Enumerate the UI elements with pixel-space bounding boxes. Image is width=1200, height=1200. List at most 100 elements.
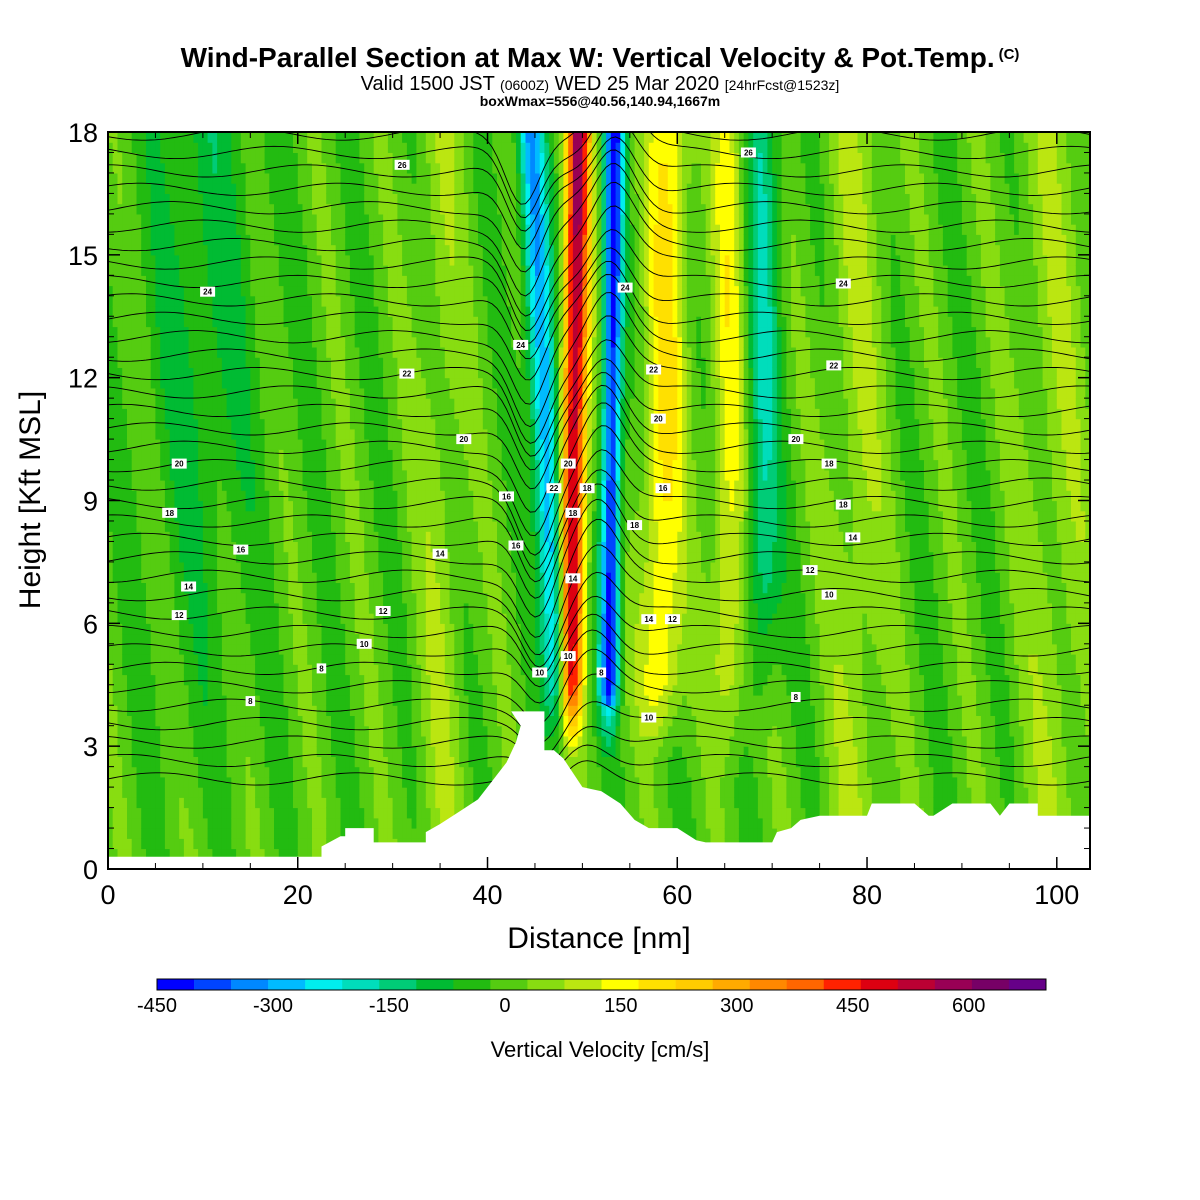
field-cell [236, 725, 242, 737]
field-cell [231, 275, 237, 287]
field-cell [160, 142, 166, 153]
field-cell [364, 152, 370, 164]
field-cell [345, 654, 351, 665]
field-cell [345, 306, 351, 317]
field-cell [164, 674, 171, 686]
field-cell [378, 582, 384, 594]
field-cell [264, 469, 270, 481]
field-cell [250, 561, 256, 573]
field-cell [207, 521, 213, 532]
field-cell [312, 531, 318, 542]
field-cell [316, 152, 322, 164]
field-cell [207, 172, 213, 184]
field-cell [117, 613, 123, 624]
field-cell [122, 265, 128, 276]
field-cell [226, 572, 232, 583]
field-cell [217, 172, 223, 184]
field-cell [283, 838, 289, 850]
field-cell [250, 193, 256, 205]
field-cell [416, 561, 422, 573]
field-cell [193, 766, 199, 778]
field-cell [383, 162, 389, 174]
field-cell [335, 643, 341, 655]
field-cell [402, 602, 408, 614]
field-cell [202, 316, 209, 328]
field-cell [425, 152, 432, 164]
field-cell [435, 797, 441, 809]
field-cell [174, 295, 180, 307]
field-cell [373, 439, 379, 450]
field-cell [240, 705, 247, 716]
field-cell [373, 387, 379, 399]
field-cell [387, 295, 394, 307]
field-cell [240, 500, 247, 512]
field-cell [160, 398, 166, 409]
field-cell [392, 306, 398, 317]
field-cell [326, 664, 332, 676]
field-cell [288, 367, 294, 379]
field-cell [416, 162, 422, 174]
field-cell [316, 132, 322, 143]
field-cell [136, 265, 142, 276]
field-cell [183, 500, 190, 512]
field-cell [155, 521, 161, 532]
field-cell [231, 398, 237, 409]
field-cell [141, 776, 147, 788]
field-cell [155, 408, 161, 420]
field-cell [425, 787, 432, 798]
field-cell [345, 531, 351, 542]
field-cell [212, 684, 218, 696]
field-cell [146, 398, 152, 409]
field-cell [368, 684, 375, 696]
field-cell [402, 398, 408, 409]
field-cell [255, 295, 261, 307]
field-cell [421, 551, 427, 563]
field-cell [349, 357, 356, 368]
field-cell [131, 152, 137, 164]
field-cell [127, 756, 133, 768]
field-cell [411, 643, 417, 655]
field-cell [368, 357, 375, 368]
field-cell [269, 265, 275, 276]
field-cell [174, 746, 180, 757]
field-cell [264, 766, 270, 778]
field-cell [278, 469, 285, 481]
field-cell [136, 377, 142, 389]
field-cell [269, 132, 275, 143]
field-cell [164, 449, 171, 461]
field-cell [278, 275, 285, 287]
field-cell [278, 172, 285, 184]
field-cell [402, 295, 408, 307]
field-cell [359, 265, 365, 276]
field-cell [255, 203, 261, 215]
field-cell [169, 725, 175, 737]
field-cell [160, 613, 166, 624]
field-cell [368, 582, 375, 594]
field-cell [259, 244, 266, 256]
field-cell [141, 316, 147, 328]
field-cell [316, 633, 322, 645]
field-cell [312, 408, 318, 420]
field-cell [155, 295, 161, 307]
field-cell [231, 684, 237, 696]
field-cell [278, 551, 285, 563]
field-cell [136, 746, 142, 757]
field-cell [435, 695, 441, 706]
field-cell [430, 817, 436, 829]
field-cell [378, 398, 384, 409]
field-cell [397, 756, 403, 768]
field-cell [179, 234, 185, 246]
field-cell [217, 776, 223, 788]
field-cell [136, 357, 142, 368]
field-cell [364, 664, 370, 676]
field-cell [245, 295, 251, 307]
field-cell [131, 674, 137, 686]
field-cell [226, 725, 232, 737]
field-cell [183, 203, 190, 215]
field-cell [217, 797, 223, 809]
field-cell [383, 285, 389, 297]
field-cell [387, 285, 394, 297]
field-cell [112, 633, 118, 645]
field-cell [250, 613, 256, 624]
field-cell [141, 572, 147, 583]
